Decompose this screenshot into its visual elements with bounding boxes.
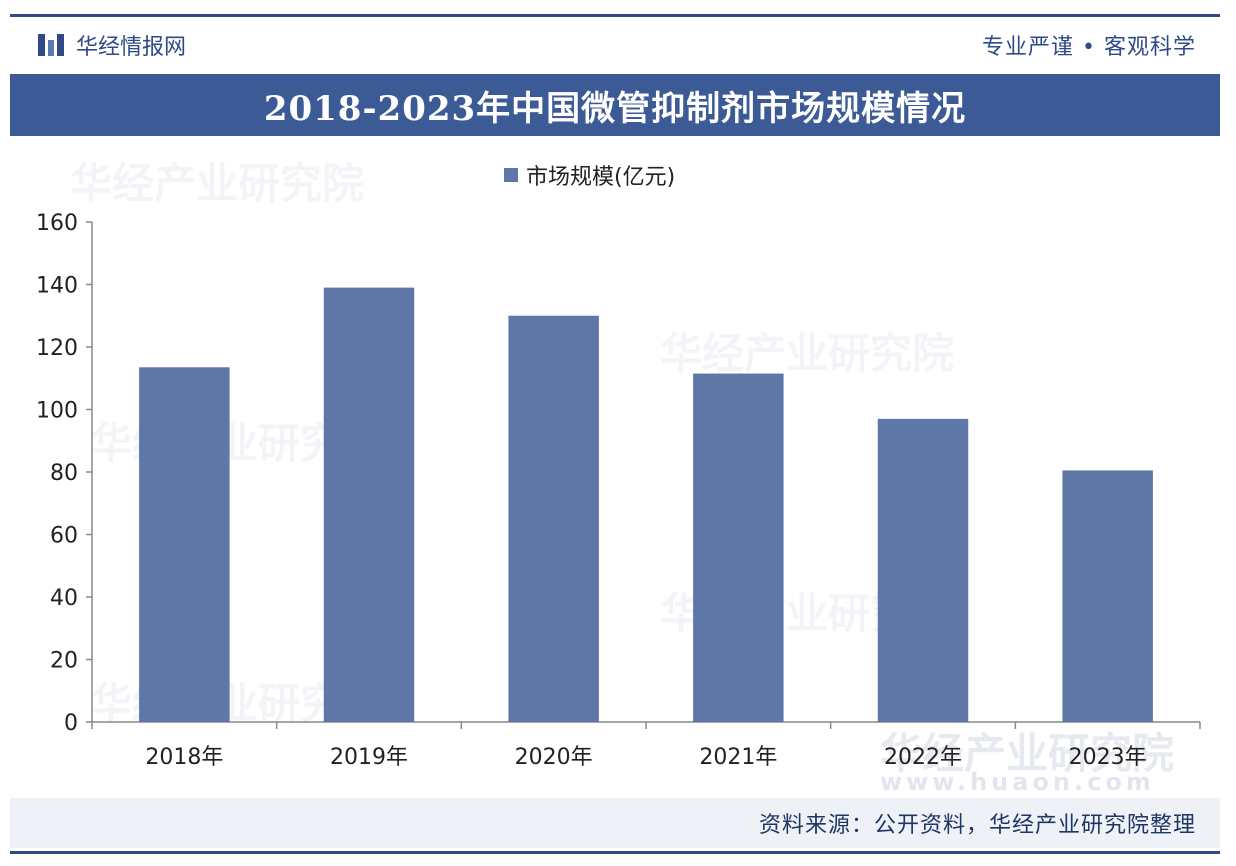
chart-frame	[10, 14, 1220, 854]
y-tick-label: 20	[50, 649, 78, 674]
brand: 华经情报网	[38, 29, 186, 61]
y-tick-label: 100	[36, 399, 78, 424]
x-tick-label: 2022年	[884, 745, 962, 770]
y-tick-label: 120	[36, 336, 78, 361]
legend-swatch	[504, 168, 518, 182]
bar	[508, 315, 599, 722]
brand-logo-icon	[38, 34, 65, 56]
x-tick-label: 2019年	[330, 745, 408, 770]
legend: 市场规模(亿元)	[504, 160, 675, 190]
bar	[693, 373, 784, 722]
source-note: 资料来源：公开资料，华经产业研究院整理	[10, 798, 1220, 848]
top-bar: 华经情报网 专业严谨 • 客观科学	[10, 17, 1220, 73]
y-tick-label: 40	[50, 586, 78, 611]
x-tick-label: 2020年	[515, 745, 593, 770]
legend-label: 市场规模(亿元)	[526, 165, 676, 190]
title-bar: 2018-2023年中国微管抑制剂市场规模情况	[10, 74, 1220, 136]
bar	[323, 287, 415, 722]
y-tick-label: 160	[36, 211, 78, 236]
slogan: 专业严谨 • 客观科学	[982, 35, 1196, 60]
brand-name: 华经情报网	[76, 35, 187, 60]
y-tick-label: 60	[50, 524, 78, 549]
bar	[877, 418, 969, 722]
x-tick-label: 2023年	[1069, 745, 1147, 770]
y-tick-label: 140	[36, 274, 78, 299]
x-tick-label: 2021年	[699, 745, 777, 770]
bar	[139, 367, 230, 722]
y-tick-label: 0	[64, 711, 78, 736]
y-tick-label: 80	[50, 461, 78, 486]
chart-title: 2018-2023年中国微管抑制剂市场规模情况	[263, 88, 967, 129]
bar	[1062, 470, 1153, 722]
x-tick-label: 2018年	[145, 745, 223, 770]
